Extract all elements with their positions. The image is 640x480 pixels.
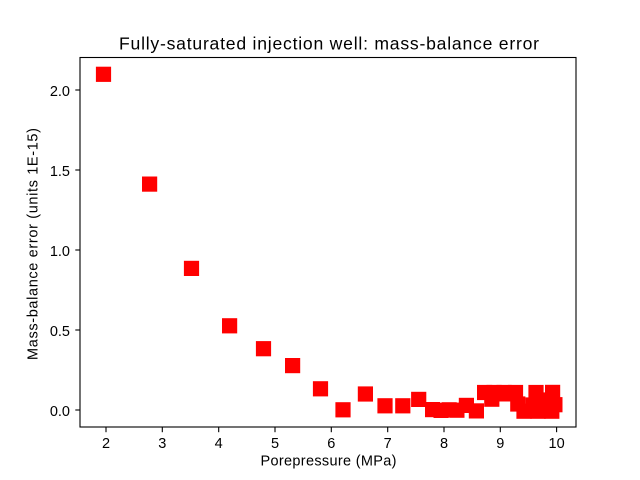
svg-text:Porepressure (MPa): Porepressure (MPa) <box>261 453 397 469</box>
svg-text:4: 4 <box>215 436 223 452</box>
svg-text:8: 8 <box>440 436 448 452</box>
svg-text:3: 3 <box>158 436 166 452</box>
svg-text:5: 5 <box>271 436 279 452</box>
svg-text:2.0: 2.0 <box>50 84 70 100</box>
svg-text:1.0: 1.0 <box>50 244 70 260</box>
svg-text:1.5: 1.5 <box>50 164 70 180</box>
svg-text:2: 2 <box>102 436 110 452</box>
svg-text:Mass-balance error (units 1E-1: Mass-balance error (units 1E-15) <box>26 128 42 360</box>
svg-text:9: 9 <box>496 436 504 452</box>
svg-text:10: 10 <box>549 436 565 452</box>
svg-text:0.5: 0.5 <box>50 324 70 340</box>
svg-text:Fully-saturated injection well: Fully-saturated injection well: mass-bal… <box>119 33 539 53</box>
svg-text:7: 7 <box>384 436 392 452</box>
svg-text:0.0: 0.0 <box>50 404 70 420</box>
svg-text:6: 6 <box>327 436 335 452</box>
